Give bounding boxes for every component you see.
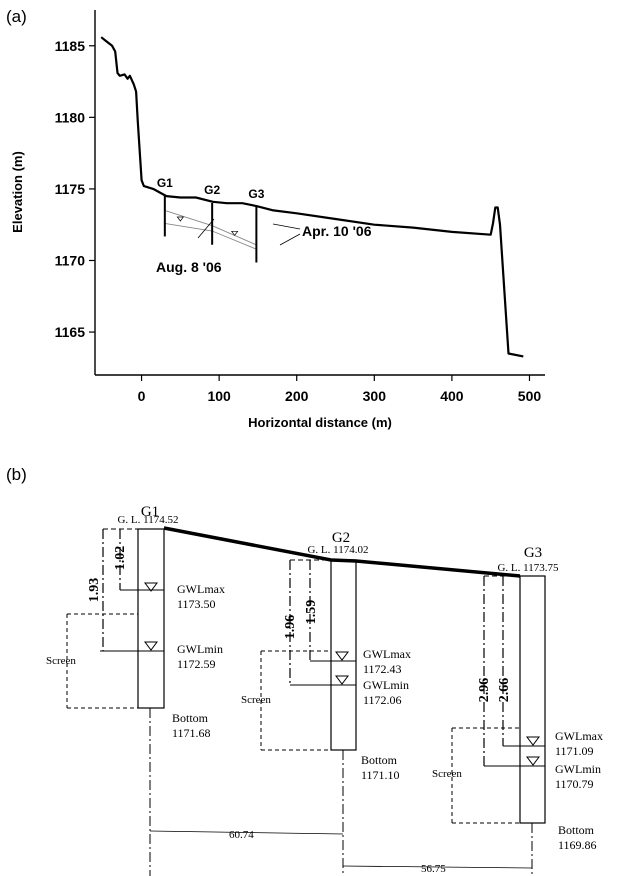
annotation-apr-leader-1 [272, 223, 301, 230]
gwl-min-label: GWLmin [363, 678, 409, 692]
x-axis-label: Horizontal distance (m) [248, 415, 392, 430]
bottom-value: 1171.68 [172, 726, 211, 740]
gwl-min-value: 1170.79 [555, 777, 594, 791]
ground-level-label: G. L. 1174.52 [117, 514, 178, 526]
screen-label: Screen [241, 694, 271, 706]
spacing-line-g1-g2 [149, 830, 344, 835]
well-name: G2 [332, 530, 350, 546]
depth-min-value: 2.96 [477, 678, 492, 703]
well-label: G2 [204, 183, 220, 197]
well-name: G3 [524, 545, 542, 561]
x-tick-label: 300 [363, 388, 387, 404]
gwl-max-value: 1173.50 [177, 597, 216, 611]
gwl-max-label: GWLmax [177, 582, 225, 596]
water-table-marker-icon [176, 216, 185, 222]
well-label: G3 [248, 187, 264, 201]
bottom-value: 1169.86 [558, 838, 597, 852]
spacing-line-g2-g3 [342, 865, 533, 869]
well-casing [519, 575, 546, 824]
spacing-value-g1-g2: 60.74 [229, 829, 254, 841]
well-g2: G2 G. L. 1174.02 1.96 1.59 Screen GWLmax… [241, 530, 411, 876]
gwl-min-marker-icon [144, 641, 158, 651]
depth-min-value: 1.96 [283, 615, 298, 640]
y-tick-label: 1170 [55, 252, 86, 268]
depth-max-value: 1.59 [304, 600, 319, 625]
y-axis-label: Elevation (m) [10, 151, 25, 233]
x-tick-label: 200 [285, 388, 309, 404]
terrain-profile-line [100, 36, 524, 358]
well-name: G1 [141, 504, 159, 520]
ground-level-label: G. L. 1173.75 [497, 562, 559, 574]
annotation-aug-8: Aug. 8 '06 [156, 259, 222, 275]
annotation-apr-10: Apr. 10 '06 [302, 223, 372, 239]
annotation-apr-leader-2 [279, 233, 301, 246]
well-casing [137, 528, 165, 709]
y-tick-label: 1185 [55, 38, 86, 54]
gwl-min-value: 1172.06 [363, 693, 402, 707]
well-markers: G1 G2 G3 [157, 176, 265, 263]
panel-a-label: (a) [6, 7, 27, 26]
groundwater-line [164, 209, 257, 246]
depth-max-value: 1.02 [113, 546, 128, 571]
gwl-max-marker-icon [335, 651, 349, 661]
gwl-max-marker-icon [526, 736, 540, 746]
gwl-min-marker-icon [335, 675, 349, 685]
screen-label: Screen [46, 655, 76, 667]
gwl-min-marker-icon [526, 756, 540, 766]
depth-min-value: 1.93 [87, 578, 102, 603]
water-table-marker-icon [230, 230, 239, 236]
panel-b-label: (b) [6, 465, 27, 484]
well-g1: G1 G. L. 1174.52 1.93 1.02 Screen GWLmax… [46, 504, 225, 876]
gwl-max-value: 1172.43 [363, 662, 402, 676]
bottom-label: Bottom [558, 823, 595, 837]
y-tick-label: 1180 [55, 109, 86, 125]
screen-bracket [451, 727, 520, 824]
gwl-min-label: GWLmin [555, 762, 601, 776]
x-tick-label: 500 [518, 388, 542, 404]
bottom-value: 1171.10 [361, 768, 400, 782]
x-tick-label: 0 [138, 388, 146, 404]
bottom-label: Bottom [172, 711, 209, 725]
gwl-max-value: 1171.09 [555, 744, 594, 758]
gwl-min-value: 1172.59 [177, 657, 216, 671]
bottom-label: Bottom [361, 753, 398, 767]
screen-label: Screen [432, 768, 462, 780]
groundwater-line [164, 222, 257, 250]
gwl-max-label: GWLmax [363, 647, 411, 661]
y-tick-label: 1165 [55, 324, 86, 340]
depth-max-value: 2.66 [497, 678, 512, 703]
panel-b-well-schematic: (b) G1 G. L. 1174.52 1.93 1.02 Screen GW… [6, 465, 603, 876]
ground-level-label: G. L. 1174.02 [307, 544, 368, 556]
annotation-aug-leader [197, 218, 215, 239]
well-label: G1 [157, 176, 173, 190]
y-tick-label: 1175 [55, 181, 86, 197]
gwl-min-label: GWLmin [177, 642, 223, 656]
x-ticks: 0 100 200 300 400 500 [138, 375, 542, 404]
gwl-max-marker-icon [144, 582, 158, 592]
spacing-value-g2-g3: 56.75 [421, 863, 446, 875]
screen-bracket [66, 613, 138, 709]
x-tick-label: 100 [207, 388, 231, 404]
y-ticks: 1165 1170 1175 1180 1185 [55, 38, 95, 340]
screen-bracket [260, 650, 331, 751]
well-g3: G3 G. L. 1173.75 2.96 2.66 Screen GWLmax… [432, 545, 603, 876]
groundwater-lines [164, 209, 257, 250]
panel-a-elevation-profile: (a) 0 100 200 300 400 500 1165 1170 1175 1180 118… [6, 7, 545, 430]
x-tick-label: 400 [440, 388, 464, 404]
gwl-max-label: GWLmax [555, 729, 603, 743]
well-casing [330, 559, 357, 751]
